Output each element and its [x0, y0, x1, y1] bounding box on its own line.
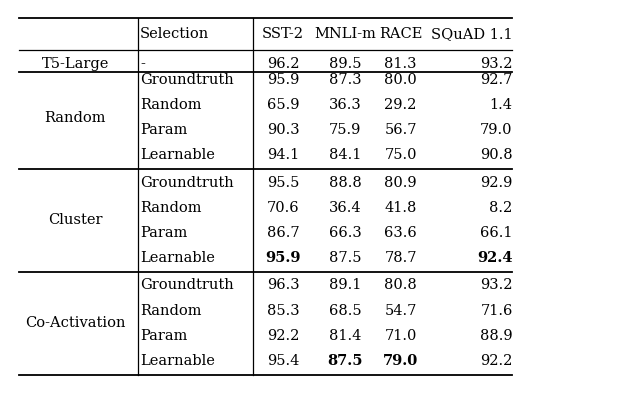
- Text: Random: Random: [140, 98, 202, 112]
- Text: 80.8: 80.8: [384, 279, 417, 292]
- Text: Random: Random: [44, 111, 106, 125]
- Text: 63.6: 63.6: [384, 226, 417, 240]
- Text: Groundtruth: Groundtruth: [140, 176, 234, 190]
- Text: Param: Param: [140, 123, 188, 137]
- Text: 75.0: 75.0: [385, 149, 417, 162]
- Text: 96.2: 96.2: [267, 57, 300, 71]
- Text: T5-Large: T5-Large: [42, 57, 109, 71]
- Text: SQuAD 1.1: SQuAD 1.1: [431, 27, 513, 41]
- Text: 95.4: 95.4: [267, 354, 300, 368]
- Text: 71.6: 71.6: [480, 304, 513, 318]
- Text: Learnable: Learnable: [140, 149, 215, 162]
- Text: Co-Activation: Co-Activation: [25, 316, 125, 330]
- Text: 78.7: 78.7: [385, 251, 417, 265]
- Text: 36.3: 36.3: [328, 98, 362, 112]
- Text: 80.9: 80.9: [385, 176, 417, 190]
- Text: -: -: [140, 57, 145, 71]
- Text: 81.3: 81.3: [385, 57, 417, 71]
- Text: 92.4: 92.4: [477, 251, 513, 265]
- Text: 96.3: 96.3: [267, 279, 300, 292]
- Text: 93.2: 93.2: [480, 57, 513, 71]
- Text: 56.7: 56.7: [385, 123, 417, 137]
- Text: Groundtruth: Groundtruth: [140, 73, 234, 87]
- Text: 54.7: 54.7: [385, 304, 417, 318]
- Text: Random: Random: [140, 304, 202, 318]
- Text: 93.2: 93.2: [480, 279, 513, 292]
- Text: Random: Random: [140, 201, 202, 215]
- Text: 87.5: 87.5: [329, 251, 361, 265]
- Text: 36.4: 36.4: [329, 201, 361, 215]
- Text: 92.9: 92.9: [480, 176, 513, 190]
- Text: Groundtruth: Groundtruth: [140, 279, 234, 292]
- Text: 89.1: 89.1: [329, 279, 361, 292]
- Text: 86.7: 86.7: [267, 226, 300, 240]
- Text: 1.4: 1.4: [490, 98, 513, 112]
- Text: 95.9: 95.9: [266, 251, 301, 265]
- Text: 66.1: 66.1: [480, 226, 513, 240]
- Text: 41.8: 41.8: [385, 201, 417, 215]
- Text: Learnable: Learnable: [140, 251, 215, 265]
- Text: 95.5: 95.5: [267, 176, 300, 190]
- Text: 85.3: 85.3: [267, 304, 300, 318]
- Text: Cluster: Cluster: [48, 214, 102, 227]
- Text: MNLI-m: MNLI-m: [314, 27, 376, 41]
- Text: 79.0: 79.0: [480, 123, 513, 137]
- Text: 88.9: 88.9: [480, 329, 513, 343]
- Text: 88.8: 88.8: [328, 176, 362, 190]
- Text: 90.3: 90.3: [267, 123, 300, 137]
- Text: 89.5: 89.5: [329, 57, 361, 71]
- Text: 92.2: 92.2: [267, 329, 300, 343]
- Text: Selection: Selection: [140, 27, 209, 41]
- Text: 84.1: 84.1: [329, 149, 361, 162]
- Text: 71.0: 71.0: [385, 329, 417, 343]
- Text: Learnable: Learnable: [140, 354, 215, 368]
- Text: Param: Param: [140, 329, 188, 343]
- Text: Param: Param: [140, 226, 188, 240]
- Text: 94.1: 94.1: [267, 149, 300, 162]
- Text: 29.2: 29.2: [385, 98, 417, 112]
- Text: 95.9: 95.9: [267, 73, 300, 87]
- Text: 92.2: 92.2: [480, 354, 513, 368]
- Text: 8.2: 8.2: [490, 201, 513, 215]
- Text: 65.9: 65.9: [267, 98, 300, 112]
- Text: 92.7: 92.7: [480, 73, 513, 87]
- Text: 81.4: 81.4: [329, 329, 361, 343]
- Text: 87.5: 87.5: [327, 354, 363, 368]
- Text: 68.5: 68.5: [329, 304, 361, 318]
- Text: 75.9: 75.9: [329, 123, 361, 137]
- Text: RACE: RACE: [379, 27, 422, 41]
- Text: 80.0: 80.0: [384, 73, 417, 87]
- Text: 70.6: 70.6: [267, 201, 300, 215]
- Text: SST-2: SST-2: [262, 27, 304, 41]
- Text: 79.0: 79.0: [383, 354, 419, 368]
- Text: 66.3: 66.3: [328, 226, 362, 240]
- Text: 90.8: 90.8: [480, 149, 513, 162]
- Text: 87.3: 87.3: [329, 73, 361, 87]
